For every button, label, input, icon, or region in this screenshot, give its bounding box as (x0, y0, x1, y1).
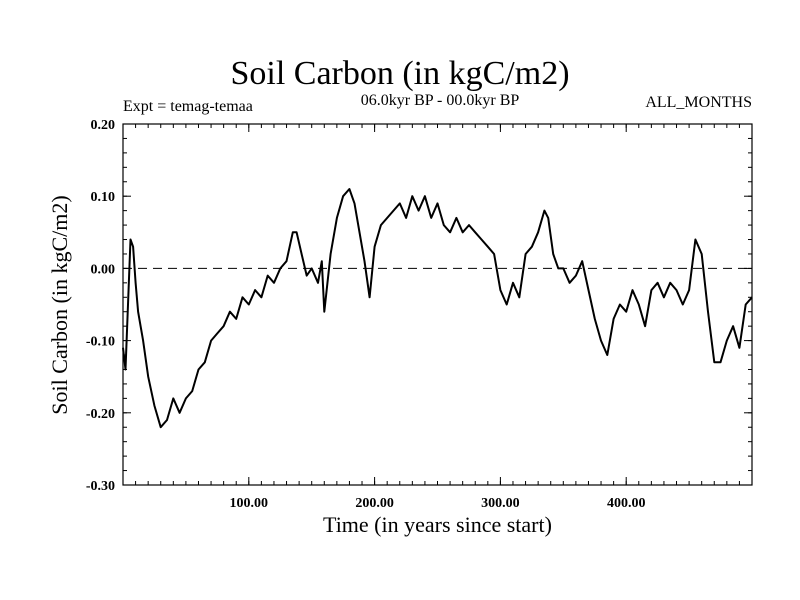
x-tick-label: 100.00 (230, 496, 269, 511)
experiment-label: Expt = temag-temaa (123, 98, 253, 115)
y-tick-label: 0.20 (91, 118, 116, 133)
y-tick-label: -0.30 (86, 479, 115, 494)
period-label: 06.0kyr BP - 00.0kyr BP (360, 92, 520, 109)
x-axis-label: Time (in years since start) (323, 512, 552, 537)
y-axis-label: Soil Carbon (in kgC/m2) (47, 195, 72, 415)
x-tick-label: 300.00 (481, 496, 520, 511)
y-tick-label: -0.10 (86, 335, 115, 350)
months-label: ALL_MONTHS (645, 94, 752, 111)
x-tick-label: 200.00 (355, 496, 394, 511)
chart-title: Soil Carbon (in kgC/m2) (230, 55, 570, 92)
y-tick-label: -0.20 (86, 407, 115, 422)
series-line (122, 188, 753, 429)
y-tick-label: 0.10 (91, 190, 116, 205)
x-tick-label: 400.00 (607, 496, 646, 511)
y-tick-label: 0.00 (91, 262, 116, 277)
plot-frame (122, 123, 753, 486)
